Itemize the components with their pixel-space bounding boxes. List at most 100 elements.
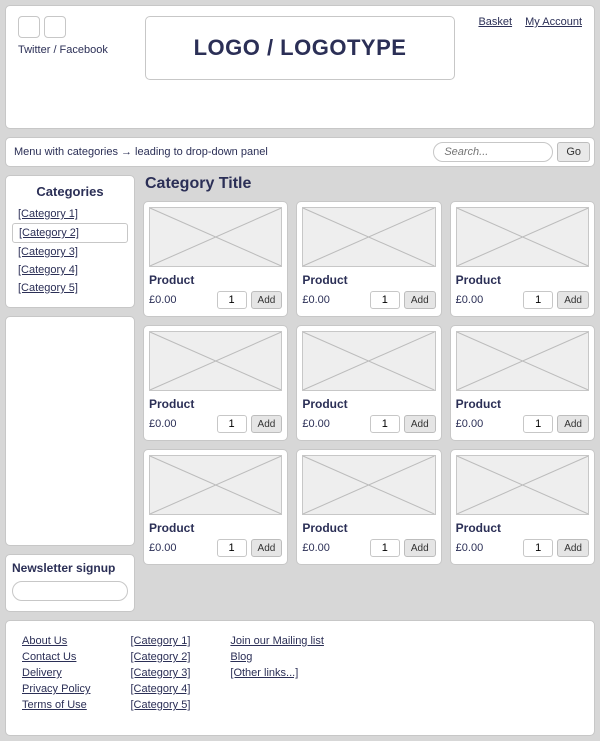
logo-text: LOGO / LOGOTYPE <box>194 35 407 61</box>
sidebar-category-item[interactable]: [Category 3] <box>12 243 128 261</box>
product-price: £0.00 <box>302 542 366 554</box>
quantity-input[interactable] <box>217 291 247 309</box>
footer-link[interactable]: Delivery <box>22 667 90 679</box>
product-name: Product <box>302 521 435 535</box>
quantity-input[interactable] <box>523 415 553 433</box>
sidebar-category-item[interactable]: [Category 2] <box>12 223 128 243</box>
category-link[interactable]: [Category 1] <box>18 208 78 220</box>
product-image-placeholder[interactable] <box>456 331 589 391</box>
product-image-placeholder[interactable] <box>302 207 435 267</box>
quantity-input[interactable] <box>370 415 400 433</box>
quantity-input[interactable] <box>523 539 553 557</box>
price-row: £0.00 Add <box>456 415 589 433</box>
footer-link[interactable]: [Category 1] <box>130 635 190 647</box>
product-image-placeholder[interactable] <box>302 455 435 515</box>
product-price: £0.00 <box>456 418 520 430</box>
add-button[interactable]: Add <box>404 291 436 309</box>
price-row: £0.00 Add <box>149 291 282 309</box>
product-image-placeholder[interactable] <box>456 207 589 267</box>
category-link[interactable]: [Category 4] <box>18 264 78 276</box>
sidebar-category-item[interactable]: [Category 5] <box>12 279 128 297</box>
newsletter-title: Newsletter signup <box>12 561 128 581</box>
page-title: Category Title <box>145 175 595 193</box>
product-image-placeholder[interactable] <box>456 455 589 515</box>
product-card: Product £0.00 Add <box>296 449 441 565</box>
add-button[interactable]: Add <box>557 291 589 309</box>
footer-link[interactable]: [Category 2] <box>130 651 190 663</box>
add-button[interactable]: Add <box>404 415 436 433</box>
add-button[interactable]: Add <box>251 539 283 557</box>
search-go-button[interactable]: Go <box>557 142 590 162</box>
body-row: Categories [Category 1] [Category 2] [Cate… <box>0 175 600 620</box>
product-card: Product £0.00 Add <box>143 201 288 317</box>
sidebar-category-item[interactable]: [Category 1] <box>12 205 128 223</box>
add-button[interactable]: Add <box>557 539 589 557</box>
product-price: £0.00 <box>302 418 366 430</box>
product-card: Product £0.00 Add <box>143 325 288 441</box>
search-input[interactable] <box>433 142 553 162</box>
footer-link[interactable]: [Category 5] <box>130 699 190 711</box>
price-row: £0.00 Add <box>149 415 282 433</box>
product-card: Product £0.00 Add <box>450 325 595 441</box>
product-image-placeholder[interactable] <box>302 331 435 391</box>
quantity-input[interactable] <box>217 415 247 433</box>
price-row: £0.00 Add <box>302 539 435 557</box>
add-button[interactable]: Add <box>251 415 283 433</box>
quantity-input[interactable] <box>370 291 400 309</box>
product-name: Product <box>302 273 435 287</box>
footer-link[interactable]: Privacy Policy <box>22 683 90 695</box>
product-name: Product <box>149 397 282 411</box>
quantity-input[interactable] <box>217 539 247 557</box>
my-account-link[interactable]: My Account <box>525 16 582 28</box>
sidebar-category-item[interactable]: [Category 4] <box>12 261 128 279</box>
product-name: Product <box>302 397 435 411</box>
product-card: Product£0.00Add <box>143 449 288 565</box>
footer-link[interactable]: Contact Us <box>22 651 90 663</box>
product-name: Product <box>149 273 282 287</box>
facebook-icon[interactable] <box>44 16 66 38</box>
price-row: £0.00 Add <box>302 415 435 433</box>
footer-link[interactable]: Blog <box>230 651 324 663</box>
price-row: £0.00 Add <box>456 539 589 557</box>
quantity-input[interactable] <box>523 291 553 309</box>
product-grid: Product £0.00 Add Product £0.00 Add Product £0.… <box>143 201 595 565</box>
product-price: £0.00 <box>456 542 520 554</box>
basket-link[interactable]: Basket <box>478 16 512 28</box>
product-image-placeholder[interactable] <box>149 455 282 515</box>
price-row: £0.00 Add <box>456 291 589 309</box>
product-image-placeholder[interactable] <box>149 331 282 391</box>
product-card: Product £0.00 Add <box>296 325 441 441</box>
menu-text: Menu with categories → leading to drop-d… <box>14 146 433 158</box>
add-button[interactable]: Add <box>404 539 436 557</box>
footer-link[interactable]: Terms of Use <box>22 699 90 711</box>
product-name: Product <box>456 273 589 287</box>
category-link[interactable]: [Category 2] <box>19 227 79 239</box>
product-name: Product <box>456 397 589 411</box>
quantity-input[interactable] <box>370 539 400 557</box>
newsletter-input[interactable] <box>12 581 128 601</box>
footer-col-2: [Category 1] [Category 2] [Category 3] [Cat… <box>130 635 190 711</box>
product-card: Product £0.00 Add <box>450 449 595 565</box>
category-link[interactable]: [Category 3] <box>18 246 78 258</box>
product-price: £0.00 <box>302 294 366 306</box>
menu-bar: Menu with categories → leading to drop-d… <box>5 137 595 167</box>
footer-link[interactable]: Join our Mailing list <box>230 635 324 647</box>
product-name: Product <box>456 521 589 535</box>
footer-link[interactable]: [Category 4] <box>130 683 190 695</box>
footer-link[interactable]: [Other links...] <box>230 667 324 679</box>
footer-link[interactable]: [Category 3] <box>130 667 190 679</box>
product-image-placeholder[interactable] <box>149 207 282 267</box>
sidebar: Categories [Category 1] [Category 2] [Cate… <box>5 175 135 612</box>
footer-link[interactable]: About Us <box>22 635 90 647</box>
add-button[interactable]: Add <box>251 291 283 309</box>
product-price: £0.00 <box>149 294 213 306</box>
product-price: £0.00 <box>456 294 520 306</box>
product-price: £0.00 <box>149 418 213 430</box>
twitter-icon[interactable] <box>18 16 40 38</box>
category-link[interactable]: [Category 5] <box>18 282 78 294</box>
add-button[interactable]: Add <box>557 415 589 433</box>
product-card: Product £0.00 Add <box>450 201 595 317</box>
categories-title: Categories <box>12 182 128 205</box>
main-content: Category Title Product£0.00AddProduct£0.… <box>143 175 595 612</box>
footer-col-3: Join our Mailing list Blog [Other links...… <box>230 635 324 711</box>
